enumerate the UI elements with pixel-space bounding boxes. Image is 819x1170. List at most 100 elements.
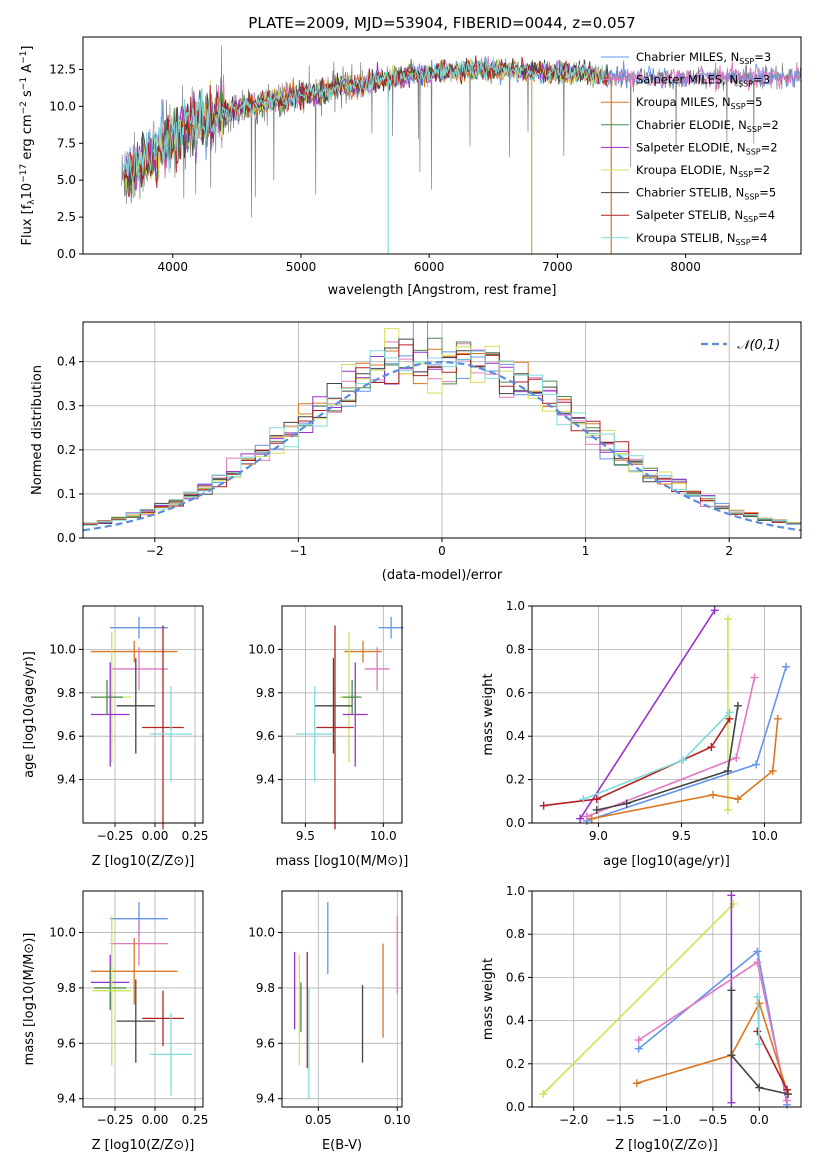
x-tick-label: 0.00 xyxy=(142,829,169,843)
mass-weight-marker xyxy=(723,766,732,775)
normal-curve xyxy=(82,360,802,532)
mass-weight-line xyxy=(756,1031,788,1091)
axes-frame xyxy=(281,605,403,824)
x-axis-label: mass [log10(M/M⊙)] xyxy=(276,854,409,869)
y-tick-label: 12.5 xyxy=(49,62,76,76)
mass-weight-marker xyxy=(755,1040,764,1049)
x-tick-label: 1 xyxy=(582,544,590,558)
legend-label: Salpeter ELODIE, NSSP=2 xyxy=(636,140,778,156)
mass-weight-marker xyxy=(783,1085,792,1094)
x-tick-label: −2 xyxy=(146,544,164,558)
legend-label: Salpeter MILES, NSSP=3 xyxy=(636,73,770,89)
mass-weight-marker xyxy=(784,1090,793,1099)
massweight_vs_Z-panel: −2.0 −1.5 −1.0 −0.5 0.0 0.0 0.2 0.4 0.6 0.8 1.0 Z [… xyxy=(481,884,802,1153)
legend-label: Salpeter STELIB, NSSP=4 xyxy=(636,208,775,224)
x-tick-label: 9.5 xyxy=(672,829,691,843)
x-tick-label: −0.25 xyxy=(97,1113,134,1127)
x-axis-label: Z [log10(Z/Z⊙)] xyxy=(615,1138,718,1153)
y-tick-label: 9.8 xyxy=(256,686,275,700)
y-tick-label: 10.0 xyxy=(248,642,275,656)
x-tick-label: −1.5 xyxy=(606,1113,635,1127)
mass-weight-marker xyxy=(725,708,734,717)
y-axis-label: Normed distribution xyxy=(30,365,45,495)
y-tick-label: 0.4 xyxy=(57,355,76,369)
y-tick-label: 9.8 xyxy=(57,686,76,700)
mass-weight-marker xyxy=(723,615,732,624)
spectrum-model-line xyxy=(123,55,609,198)
y-tick-label: 0.6 xyxy=(506,686,525,700)
x-axis-label: Z [log10(Z/Z⊙)] xyxy=(92,854,195,869)
y-tick-label: 0.0 xyxy=(506,1100,525,1114)
y-axis-label: age [log10(age/yr)] xyxy=(22,651,37,778)
x-tick-label: 6000 xyxy=(414,260,445,274)
legend-label: Chabrier STELIB, NSSP=5 xyxy=(636,186,776,202)
mass-weight-marker xyxy=(755,1083,764,1092)
mass-weight-marker xyxy=(727,986,736,995)
y-tick-label: 0.8 xyxy=(506,927,525,941)
mass-weight-marker xyxy=(753,958,762,967)
legend-label: 𝒩(0,1) xyxy=(737,338,780,353)
x-tick-label: 4000 xyxy=(157,260,188,274)
y-tick-label: 0.0 xyxy=(506,816,525,830)
mass-weight-marker xyxy=(622,799,631,808)
x-tick-label: −2.0 xyxy=(559,1113,588,1127)
x-tick-label: −0.25 xyxy=(97,829,134,843)
mass-weight-line xyxy=(636,1001,789,1095)
mass-weight-marker xyxy=(733,795,742,804)
y-axis-label: mass [log10(M/M⊙)] xyxy=(22,933,37,1066)
y-tick-label: 9.8 xyxy=(256,981,275,995)
y-tick-label: 1.0 xyxy=(506,884,525,898)
mass-weight-line xyxy=(586,677,756,818)
mass-weight-line xyxy=(730,990,789,1095)
x-axis-label: E(B-V) xyxy=(322,1138,362,1153)
mass-weight-marker xyxy=(539,1090,548,1099)
spectrum-model-line xyxy=(123,58,609,187)
plots-layer: 4000 5000 6000 7000 80000.02.55.07.510.012.5… xyxy=(19,36,802,1153)
mass-weight-marker xyxy=(753,992,762,1001)
legend-label: Kroupa ELODIE, NSSP=2 xyxy=(636,163,770,179)
massweight_vs_age-panel: 9.0 9.5 10.0 0.0 0.2 0.4 0.6 0.8 1.0 age [log10(a… xyxy=(481,599,802,869)
legend-label: Kroupa MILES, NSSP=5 xyxy=(636,95,762,111)
mass_vs_Z-panel: −0.25 0.00 0.25 9.4 9.6 9.8 10.0 Z [log10(Z/Z⊙)… xyxy=(22,890,208,1153)
y-tick-label: 0.2 xyxy=(506,1057,525,1071)
y-tick-label: 9.8 xyxy=(57,981,76,995)
spectrum-panel: 4000 5000 6000 7000 8000 0.0 2.5 5.0 7.5 10.0 12.5… xyxy=(19,36,802,298)
y-tick-label: 0.8 xyxy=(506,642,525,656)
y-tick-label: 5.0 xyxy=(57,173,76,187)
mass-weight-marker xyxy=(783,1096,792,1105)
mass-weight-marker xyxy=(708,790,717,799)
x-tick-label: 0.00 xyxy=(142,1113,169,1127)
mass-weight-marker xyxy=(753,947,762,956)
x-tick-label: 0.0 xyxy=(750,1113,769,1127)
y-tick-label: 10.0 xyxy=(49,99,76,113)
y-tick-label: 10.0 xyxy=(49,642,76,656)
mass-weight-marker xyxy=(632,1079,641,1088)
spectrum-model-line xyxy=(123,56,607,183)
y-tick-label: 9.6 xyxy=(256,729,275,743)
x-axis-label: Z [log10(Z/Z⊙)] xyxy=(92,1138,195,1153)
mass-weight-marker xyxy=(782,662,791,671)
y-axis-label: mass weight xyxy=(481,673,496,755)
y-tick-label: 0.3 xyxy=(57,399,76,413)
y-axis-label: Flux [fλ10−17 erg cm−2 s−1 A−1] xyxy=(19,46,37,246)
x-tick-label: −0.5 xyxy=(698,1113,727,1127)
legend-label: Chabrier MILES, NSSP=3 xyxy=(636,50,771,66)
mass-weight-marker xyxy=(592,805,601,814)
age_vs_Z-panel: −0.25 0.00 0.25 9.4 9.6 9.8 10.0 Z [log10(Z/Z⊙)… xyxy=(22,605,208,869)
mass-weight-marker xyxy=(634,1044,643,1053)
x-tick-label: 10.0 xyxy=(370,829,397,843)
residual-histogram xyxy=(83,344,801,525)
mass-weight-marker xyxy=(679,756,688,765)
x-tick-label: 8000 xyxy=(670,260,701,274)
axes-frame xyxy=(82,36,802,255)
mass-weight-marker xyxy=(576,814,585,823)
mass-weight-marker xyxy=(773,714,782,723)
x-tick-label: 0.05 xyxy=(305,1113,332,1127)
x-tick-label: 7000 xyxy=(542,260,573,274)
x-tick-label: 9.5 xyxy=(296,829,315,843)
x-tick-label: 2 xyxy=(725,544,733,558)
y-tick-label: 9.4 xyxy=(256,1092,275,1106)
mass-weight-marker xyxy=(732,753,741,762)
mass_vs_ebv-panel: 0.05 0.10 9.4 9.6 9.8 10.0 E(B-V) xyxy=(248,890,411,1153)
axes-frame xyxy=(531,605,802,824)
